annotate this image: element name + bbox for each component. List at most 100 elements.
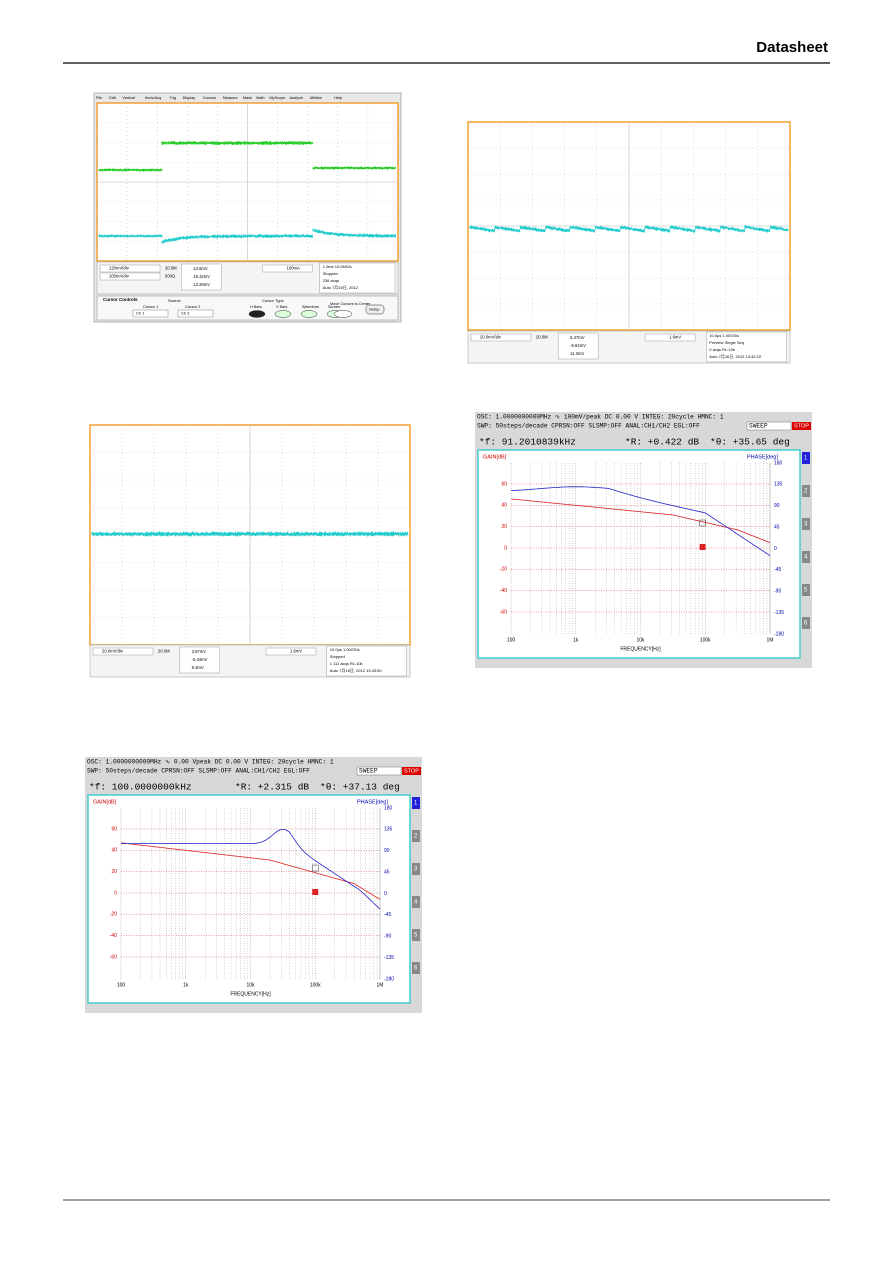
label: 1M — [767, 637, 774, 643]
label: GAIN[dB] — [483, 454, 507, 460]
label: *f: 100.0000000kHz — [89, 782, 192, 793]
label: *R: +0.422 dB — [625, 437, 699, 448]
label: OSC: 1.0000000000MHz ∿ 0.00 Vpeak DC 0.0… — [87, 759, 334, 766]
label: 1.6mV — [290, 649, 302, 654]
label: -45 — [774, 567, 781, 573]
label: Trig — [170, 96, 176, 100]
label: Preview Single Seq — [709, 340, 744, 345]
label: 1M — [377, 982, 384, 988]
label: 1 111 acqs RL:10k — [330, 661, 363, 666]
label: Edit — [109, 96, 116, 100]
label: 20.0M — [158, 649, 170, 654]
label: 90 — [384, 848, 390, 854]
page: Datasheet File Edit Vertical Horiz/Acq Trig D… — [0, 0, 893, 1263]
label: 20.0mV/div — [480, 335, 502, 340]
label: 120mV/div — [109, 266, 130, 271]
label: -180 — [774, 631, 784, 637]
label: SWEEP — [359, 768, 378, 775]
header-title: Datasheet — [756, 39, 828, 56]
plot-frame — [478, 450, 800, 658]
label: 20 — [501, 524, 507, 530]
label: Cursor Type — [262, 298, 284, 303]
label: Display — [183, 96, 196, 100]
label: 10.0µs 1.00GS/s — [330, 647, 360, 652]
label: 40 — [501, 503, 507, 509]
label: 19.32mV — [193, 274, 210, 279]
label: -90 — [774, 589, 781, 595]
label: *θ: +37.13 deg — [320, 782, 400, 793]
label: Auto 7月16日, 2012 — [323, 285, 359, 290]
label: 45 — [774, 524, 780, 530]
label: OSC: 1.0000000000MHz ∿ 100mV/peak DC 0.0… — [477, 414, 724, 421]
label: Auto 7月16日, 2012 13:43:50 — [330, 668, 383, 673]
label: -180 — [384, 976, 394, 982]
label: 1k — [183, 982, 189, 988]
label: 0 — [504, 545, 507, 551]
label: 10k — [636, 637, 645, 643]
label: 5.47mV — [570, 335, 585, 340]
label: Help — [334, 96, 342, 100]
label: 13.6mV — [193, 266, 208, 271]
label: Utilities — [310, 96, 322, 100]
label: Vertical — [122, 96, 135, 100]
cursor-marker — [700, 544, 706, 550]
label: Mask — [243, 96, 252, 100]
label: H Bars — [250, 305, 262, 309]
label: FREQUENCY[Hz] — [620, 646, 661, 652]
label: 500Ω — [165, 274, 175, 279]
label: -5.44mV — [192, 657, 208, 662]
label: Ch 1 — [136, 311, 145, 316]
label: 13.28mV — [193, 282, 210, 287]
label: Source — [168, 298, 181, 303]
plot-frame — [88, 795, 410, 1003]
label: SWP: 50steps/decade CPRSN:OFF SLSMP:OFF … — [477, 423, 700, 430]
label: GAIN[dB] — [93, 799, 117, 805]
type-button — [301, 311, 317, 318]
move-button — [334, 311, 352, 318]
label: 135 — [384, 827, 393, 833]
label: -20 — [110, 912, 117, 918]
label: *R: +2.315 dB — [235, 782, 309, 793]
label: 100k — [310, 982, 321, 988]
label: 20.0M — [165, 266, 177, 271]
label: Ch 2 — [181, 311, 190, 316]
label: V Bars — [276, 305, 287, 309]
label: Measure — [223, 96, 238, 100]
label: 60 — [111, 826, 117, 832]
label: -60 — [500, 609, 507, 615]
label: 3.87mV — [192, 649, 207, 654]
label: -40 — [110, 933, 117, 939]
label: 45 — [384, 869, 390, 875]
label: Math — [256, 96, 264, 100]
label: SWP: 50steps/decade CPRSN:OFF SLSMP:OFF … — [87, 768, 310, 775]
label: FREQUENCY[Hz] — [230, 991, 271, 997]
label: 180 — [774, 460, 783, 466]
cursor-marker — [312, 889, 318, 895]
label: 60 — [501, 481, 507, 487]
label: *f: 91.2010839kHz — [479, 437, 576, 448]
label: -135 — [774, 610, 784, 616]
label: 1k — [573, 637, 579, 643]
label: STOP — [794, 423, 809, 429]
type-button — [249, 311, 265, 318]
label: Cursor Controls — [103, 297, 138, 302]
label: *θ: +35.65 deg — [710, 437, 790, 448]
label: -5.84mV — [570, 343, 586, 348]
label: 100mA/div — [109, 274, 130, 279]
label: 1.6mV — [669, 335, 681, 340]
label: SWEEP — [749, 423, 768, 430]
label: 11.3mV — [570, 351, 584, 356]
label: 236 acqs — [323, 278, 339, 283]
label: 10.0µs 1.00GS/s — [709, 333, 739, 338]
label: Setup — [369, 307, 380, 312]
label: Move Cursors to Center — [330, 302, 371, 306]
label: Auto 7月16日, 2012 13:42:22 — [709, 354, 762, 359]
label: Cursors — [203, 96, 216, 100]
label: 0 — [384, 891, 387, 897]
label: -20 — [500, 567, 507, 573]
label: Cursor 1 — [143, 304, 159, 309]
label: MyScope — [269, 96, 285, 100]
label: -90 — [384, 934, 391, 940]
label: 0 — [774, 546, 777, 552]
label: Waveform — [302, 305, 319, 309]
